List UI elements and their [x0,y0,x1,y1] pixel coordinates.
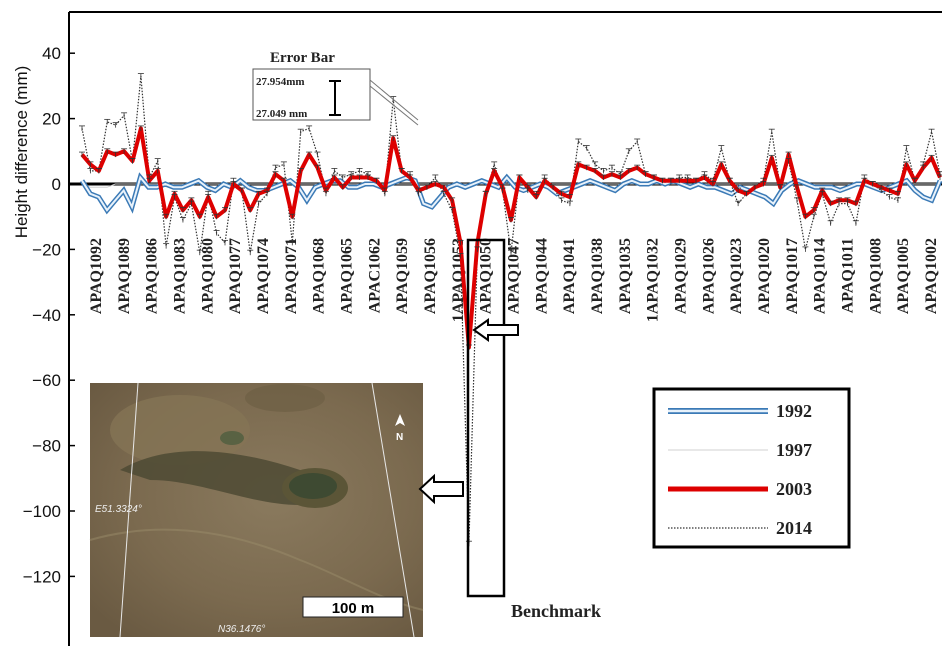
legend-label-1992: 1992 [776,401,812,421]
y-tick-label: −20 [32,240,61,259]
scale-label: 100 m [332,600,375,617]
x-tick-label: APAQ1002 [923,238,940,314]
x-tick-label: APAQ1029 [673,238,690,314]
coord-south: N36.1476° [218,624,265,635]
x-tick-label: APAQ1089 [116,238,133,314]
north-arrow-icon [395,414,405,426]
legend-label-2003: 2003 [776,479,812,499]
y-tick-label: −60 [32,371,61,390]
x-tick-label: APAQ1023 [728,238,745,314]
y-tick-label: 20 [42,110,61,129]
x-tick-label: APAQ1026 [700,238,717,314]
x-tick-label: APAQ1077 [227,238,244,314]
x-tick-label: APAQ1065 [339,238,356,314]
error-bar-title: Error Bar [270,50,335,66]
map-inset: E51.3324° N36.1476° N 100 m [89,382,464,638]
x-tick-label: APAQ1068 [311,238,328,314]
x-tick-label: APAQ1017 [784,238,801,314]
x-tick-label: APAQ1071 [283,238,300,314]
x-tick-label: APAQ1059 [394,238,411,314]
x-tick-label: APAQ1050 [478,238,495,314]
y-tick-label: −100 [23,502,61,521]
y-axis-label: Height difference (mm) [12,66,31,239]
x-tick-labels: APAQ1092 APAQ1089 APAQ1086 APAQ1083 APAQ1080… [88,238,940,322]
y-tick-label: −80 [32,437,61,456]
x-tick-label: APAQ1074 [255,238,272,314]
error-bar-lower: 27.049 mm [256,108,307,120]
x-tick-label: 1APAQ1032 [645,238,662,322]
y-tick-label: −40 [32,306,61,325]
legend-label-2014: 2014 [776,518,812,538]
x-tick-label: APAQ1035 [617,238,634,314]
coord-west: E51.3324° [95,504,142,515]
x-tick-label: APAQ1038 [589,238,606,314]
error-bar-note: Error Bar 27.954mm 27.049 mm [252,50,419,126]
x-tick-label: APAQ1008 [867,238,884,314]
x-tick-label: APAQ1005 [895,238,912,314]
y-tick-label: 40 [42,44,61,63]
x-tick-label: APAQ1080 [199,238,216,314]
x-tick-label: APAQ1056 [422,238,439,314]
x-tick-label: APAQ1011 [840,238,857,313]
y-tick-label: −120 [23,567,61,586]
x-tick-label: APAQ1014 [812,238,829,314]
x-tick-label: APAQ1083 [172,238,189,314]
x-tick-label: APAQ1041 [561,238,578,314]
x-tick-label: APAQ1086 [144,238,161,314]
x-tick-label: APAQ1044 [533,238,550,314]
legend: 1992 1997 2003 2014 [652,387,851,549]
legend-label-1997: 1997 [776,440,812,460]
y-ticks: 40 20 0 −20 −40 −60 −80 −100 −120 [23,44,75,586]
benchmark-label: Benchmark [511,601,601,621]
benchmark-marker: Benchmark [466,238,601,621]
error-bars [79,73,942,547]
x-tick-label: APAC1062 [366,238,383,313]
y-tick-label: 0 [52,175,61,194]
x-tick-label: APAQ1020 [756,238,773,314]
north-label: N [396,432,403,443]
error-bar-upper: 27.954mm [256,76,305,88]
x-tick-label: APAQ1092 [88,238,105,314]
x-tick-label: APAQ1047 [506,238,523,314]
